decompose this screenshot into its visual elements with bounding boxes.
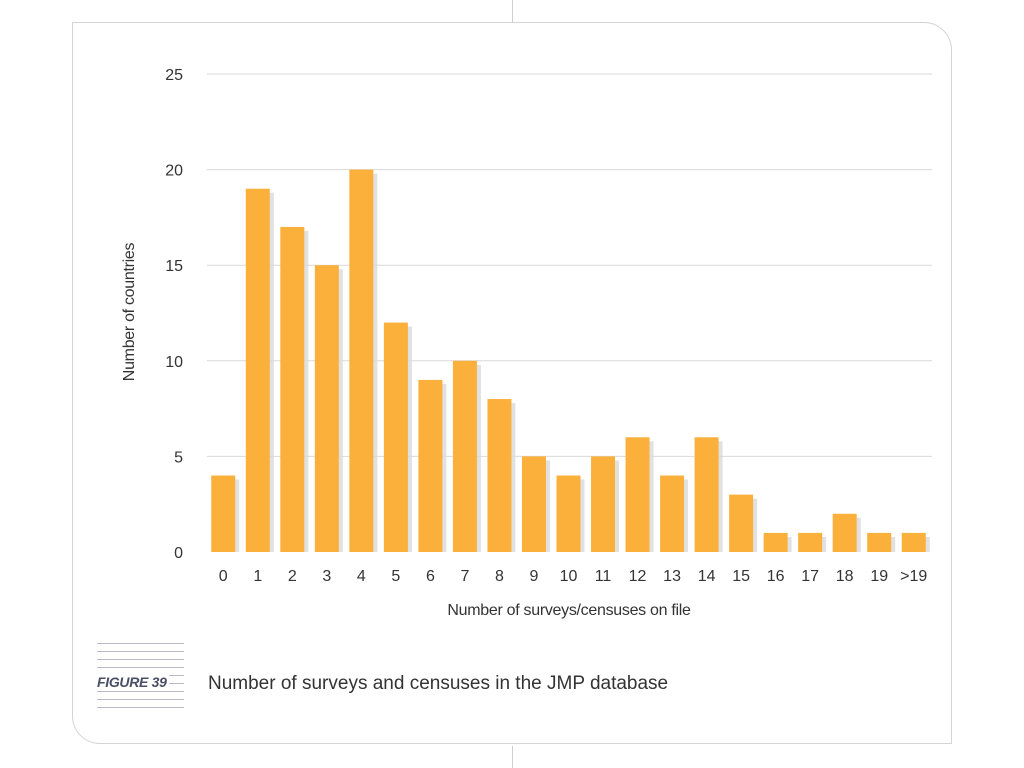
bar: [418, 379, 443, 552]
bar: [901, 532, 926, 552]
x-tick-label: 0: [219, 568, 228, 585]
x-tick-label: 10: [560, 568, 578, 585]
y-tick-label: 20: [165, 163, 183, 180]
bar: [660, 475, 685, 552]
x-tick-label: 19: [870, 568, 888, 585]
x-tick-label: 15: [732, 568, 750, 585]
y-tick-label: 15: [165, 258, 183, 275]
figure-number: FIGURE 39: [97, 674, 169, 690]
crop-mark-top: [512, 0, 513, 22]
x-tick-label: 18: [836, 568, 854, 585]
bar: [729, 494, 754, 552]
bar: [349, 169, 374, 552]
bar: [556, 475, 581, 552]
bar: [763, 532, 788, 552]
bar: [383, 322, 408, 552]
x-tick-label: 14: [698, 568, 716, 585]
x-tick-label: 3: [322, 568, 331, 585]
figure-panel: [72, 22, 952, 744]
x-tick-label: 16: [767, 568, 785, 585]
x-tick-label: 4: [357, 568, 366, 585]
bar: [625, 437, 650, 552]
bar: [798, 532, 823, 552]
x-tick-label: 9: [530, 568, 539, 585]
x-axis-label: Number of surveys/censuses on file: [447, 602, 691, 619]
bar: [280, 226, 305, 552]
x-tick-label: 5: [391, 568, 400, 585]
bar: [694, 437, 719, 552]
bar: [211, 475, 236, 552]
x-tick-label: 11: [595, 568, 612, 585]
x-tick-label: 17: [801, 568, 819, 585]
crop-mark-bottom: [512, 746, 513, 768]
bar: [452, 360, 477, 552]
bar: [591, 456, 616, 552]
figure-caption: Number of surveys and censuses in the JM…: [208, 673, 669, 694]
bar: [314, 265, 339, 552]
y-tick-label: 5: [174, 449, 183, 466]
bar: [487, 399, 512, 552]
x-tick-label: 2: [288, 568, 297, 585]
x-tick-label: >19: [900, 568, 927, 585]
x-tick-label: 8: [495, 568, 504, 585]
bar: [521, 456, 546, 552]
x-tick-label: 1: [253, 568, 262, 585]
x-tick-label: 13: [663, 568, 681, 585]
x-tick-label: 7: [460, 568, 469, 585]
y-tick-label: 25: [165, 67, 183, 84]
bar: [245, 188, 270, 552]
y-axis-label: Number of countries: [121, 242, 138, 382]
x-tick-label: 6: [426, 568, 435, 585]
y-tick-label: 0: [174, 545, 183, 562]
bar: [867, 532, 892, 552]
x-tick-label: 12: [629, 568, 647, 585]
y-tick-label: 10: [165, 354, 183, 371]
bar: [832, 513, 857, 552]
